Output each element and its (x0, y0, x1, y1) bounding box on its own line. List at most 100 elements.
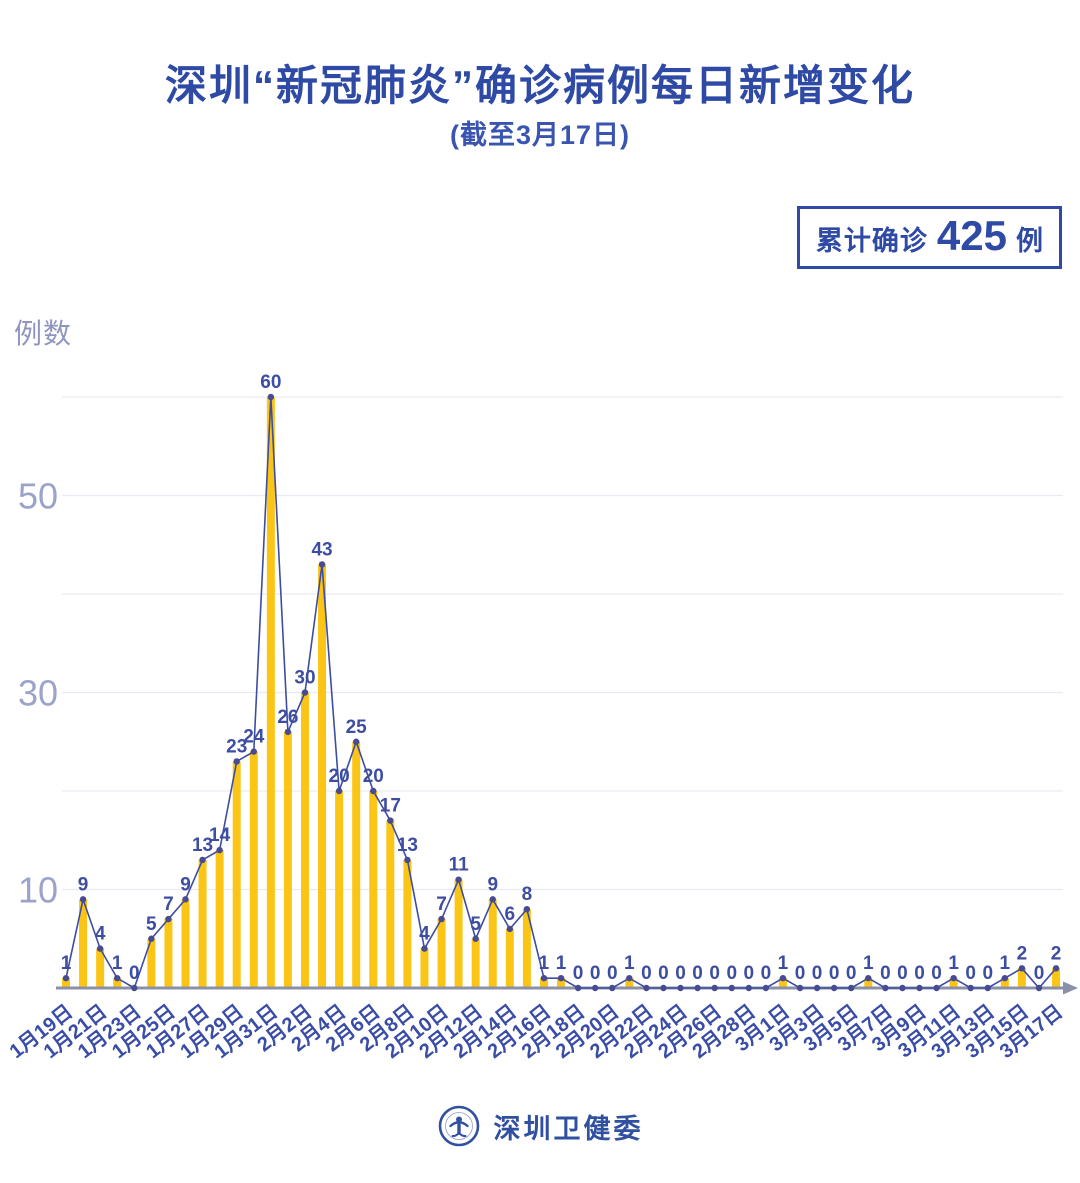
bar (318, 564, 327, 987)
data-point (848, 984, 855, 992)
data-point (626, 974, 633, 982)
value-label: 5 (146, 914, 157, 935)
value-label: 5 (470, 914, 481, 935)
bar (113, 978, 122, 987)
value-label: 14 (209, 825, 231, 846)
value-label: 0 (965, 963, 976, 984)
footer: 深圳卫健委 (0, 1104, 1080, 1148)
bar (778, 978, 787, 987)
data-point (830, 984, 838, 992)
value-label: 0 (846, 963, 857, 984)
data-point (796, 984, 804, 992)
value-label: 2 (1017, 943, 1028, 964)
data-point (284, 728, 292, 736)
data-point (660, 984, 667, 992)
cumulative-total-badge: 累计确诊 425 例 (796, 206, 1062, 269)
data-point (165, 915, 172, 923)
data-point (609, 984, 616, 992)
bar (232, 761, 241, 987)
value-label: 0 (1034, 963, 1045, 984)
data-point (472, 935, 479, 942)
bar (96, 948, 105, 987)
value-label: 0 (982, 963, 993, 984)
bar (181, 899, 190, 987)
bar (539, 978, 548, 987)
value-label: 0 (931, 963, 942, 984)
y-tick-label: 30 (18, 673, 58, 714)
data-point (148, 935, 155, 942)
bar (266, 397, 275, 987)
data-point (404, 856, 411, 864)
data-point (677, 984, 684, 992)
bar (949, 978, 958, 987)
bar (352, 741, 361, 987)
value-label: 24 (243, 727, 265, 748)
value-label: 9 (487, 874, 498, 895)
bar (625, 978, 634, 987)
data-point (950, 974, 957, 982)
bar (505, 928, 514, 987)
data-point (79, 896, 87, 903)
data-point (711, 984, 718, 992)
data-point (199, 856, 206, 864)
data-point (933, 984, 940, 992)
value-label: 8 (522, 884, 533, 905)
data-point (523, 906, 531, 913)
data-point (506, 925, 514, 933)
value-label: 0 (726, 963, 737, 984)
value-label: 43 (311, 539, 332, 560)
data-point (557, 974, 565, 982)
data-point (1018, 965, 1026, 972)
value-label: 7 (436, 894, 447, 915)
bar (1052, 968, 1061, 987)
value-label: 23 (226, 736, 247, 757)
value-label: 1 (539, 953, 550, 974)
bar (79, 899, 88, 987)
data-point (267, 393, 275, 401)
page-title: 深圳“新冠肺炎”确诊病例每日新增变化 (164, 62, 915, 109)
data-point (1035, 984, 1043, 992)
value-label: 1 (778, 953, 789, 974)
bar (386, 820, 395, 987)
value-label: 0 (709, 963, 720, 984)
data-point (250, 748, 257, 755)
badge-label: 累计确诊 (815, 226, 928, 256)
value-label: 1 (112, 953, 123, 974)
value-label: 0 (573, 963, 584, 984)
bar (488, 899, 497, 987)
value-label: 0 (744, 963, 755, 984)
value-label: 0 (607, 963, 618, 984)
data-point (916, 984, 923, 992)
health-commission-logo-icon (438, 1105, 479, 1147)
bar (1017, 968, 1026, 987)
value-label: 9 (78, 874, 89, 895)
footer-org-name: 深圳卫健委 (493, 1113, 644, 1144)
bar (62, 978, 70, 987)
badge-count: 425 (936, 212, 1007, 259)
data-point (591, 984, 599, 992)
value-label: 11 (449, 855, 470, 876)
value-label: 0 (761, 963, 772, 984)
data-point (813, 984, 821, 992)
value-label: 0 (129, 963, 140, 984)
data-point (352, 738, 360, 745)
value-label: 4 (419, 924, 430, 945)
badge-unit: 例 (1016, 226, 1043, 256)
bar (864, 978, 873, 987)
bar (249, 751, 258, 987)
page-subtitle: (截至3月17日) (449, 120, 631, 150)
data-point (1001, 974, 1009, 982)
value-label: 9 (180, 874, 191, 895)
data-point (540, 974, 548, 982)
y-tick-label: 10 (18, 870, 58, 911)
value-label: 1 (556, 953, 567, 974)
value-label: 1 (948, 953, 959, 974)
data-point (694, 984, 701, 992)
value-label: 1 (624, 953, 635, 974)
data-point (762, 984, 770, 992)
y-tick-label: 50 (18, 476, 58, 517)
value-label: 13 (192, 835, 213, 856)
value-label: 0 (880, 963, 891, 984)
bar (198, 859, 207, 987)
